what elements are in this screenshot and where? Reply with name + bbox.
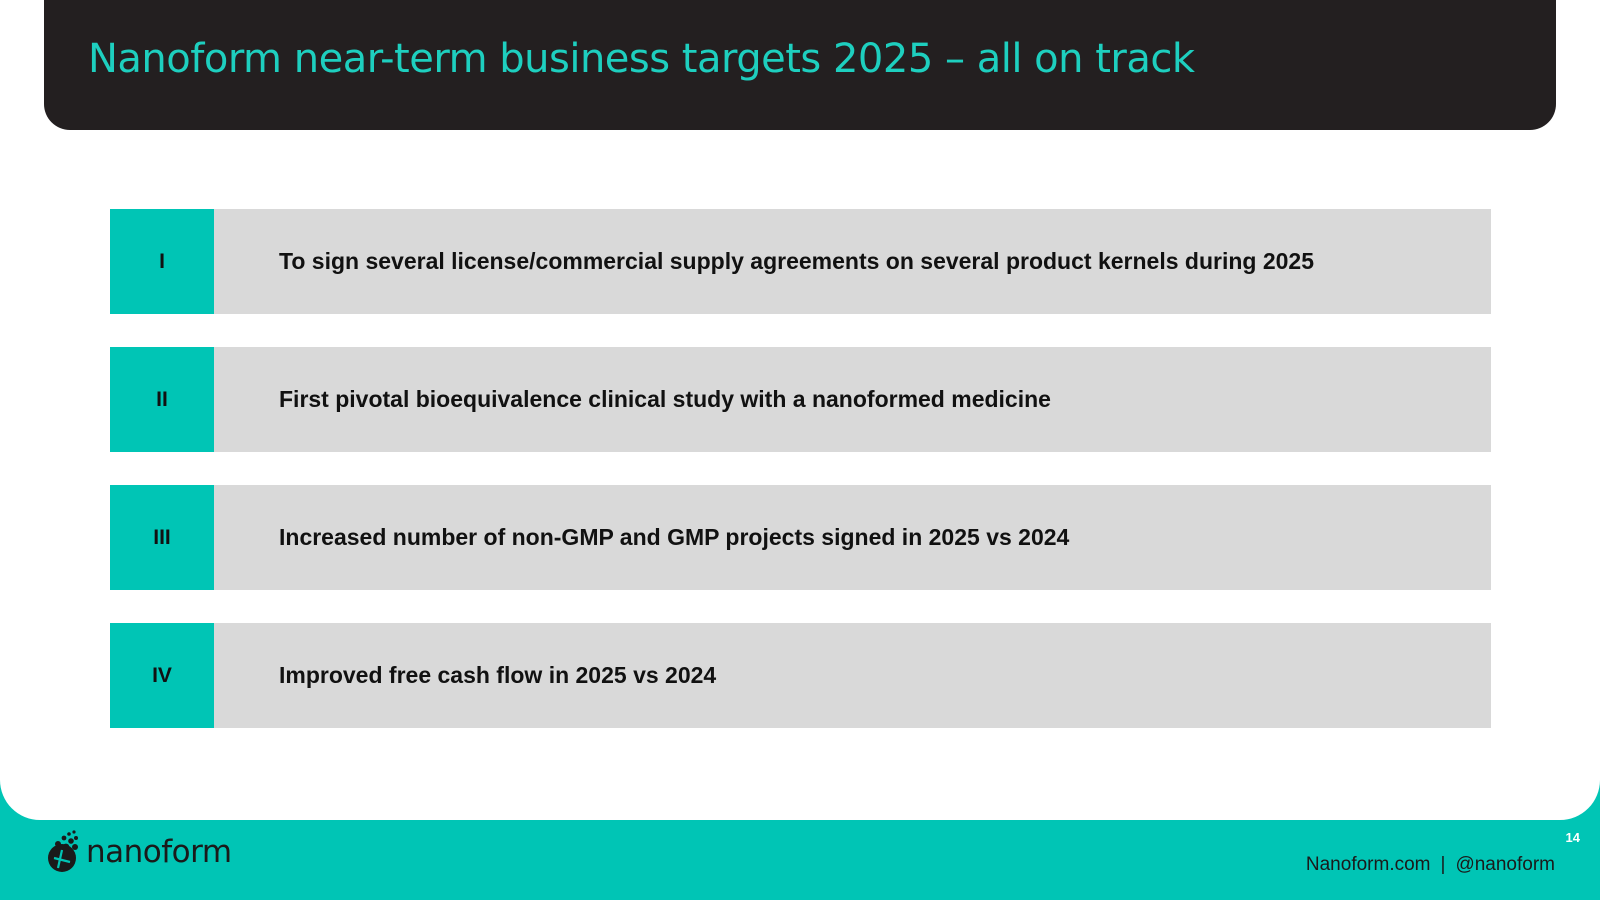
logo-wordmark: nanoform bbox=[86, 834, 232, 870]
target-text: Increased number of non-GMP and GMP proj… bbox=[279, 524, 1070, 550]
target-numeral: III bbox=[110, 485, 214, 590]
target-numeral: IV bbox=[110, 623, 214, 728]
target-text: First pivotal bioequivalence clinical st… bbox=[279, 386, 1051, 412]
page-title: Nanoform near-term business targets 2025… bbox=[88, 36, 1195, 82]
footer-separator: | bbox=[1440, 854, 1446, 875]
title-bar: Nanoform near-term business targets 2025… bbox=[44, 0, 1556, 130]
target-row: II First pivotal bioequivalence clinical… bbox=[110, 347, 1491, 452]
footer-band bbox=[0, 780, 1600, 900]
target-row: III Increased number of non-GMP and GMP … bbox=[110, 485, 1491, 590]
nanoform-logo: nanoform bbox=[44, 828, 232, 876]
target-row: IV Improved free cash flow in 2025 vs 20… bbox=[110, 623, 1491, 728]
nanoform-particle-logo-icon bbox=[44, 828, 80, 876]
target-text: Improved free cash flow in 2025 vs 2024 bbox=[279, 662, 717, 688]
website-link[interactable]: Nanoform.com bbox=[1305, 854, 1431, 875]
targets-list: I To sign several license/commercial sup… bbox=[110, 209, 1491, 728]
target-row: I To sign several license/commercial sup… bbox=[110, 209, 1491, 314]
social-handle-link[interactable]: @nanoform bbox=[1455, 854, 1555, 875]
target-numeral: I bbox=[110, 209, 214, 314]
target-text: To sign several license/commercial suppl… bbox=[279, 248, 1314, 274]
footer-links: Nanoform.com | @nanoform bbox=[1306, 854, 1555, 876]
footer-curve bbox=[0, 780, 1600, 820]
target-numeral: II bbox=[110, 347, 214, 452]
page-number: 14 bbox=[1565, 830, 1580, 845]
